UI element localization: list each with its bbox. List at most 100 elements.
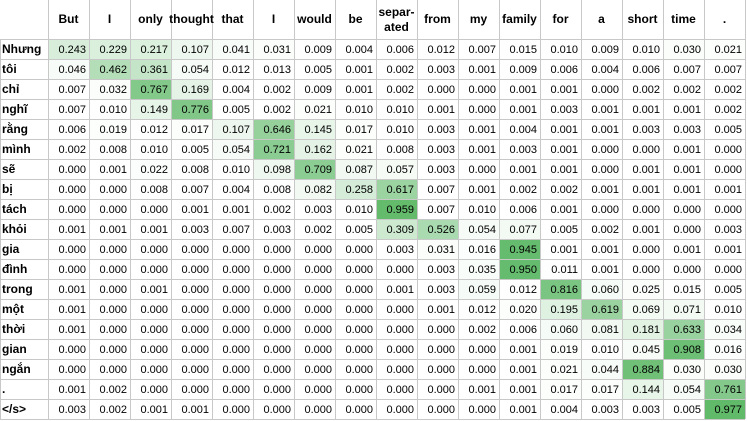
- cell-value-label: 0.000: [304, 284, 332, 296]
- heatmap-cell: [417, 239, 458, 259]
- heatmap-cell: [663, 399, 704, 419]
- cell-value-label: 0.001: [509, 344, 537, 356]
- cell-value-label: 0.003: [632, 124, 660, 136]
- cell-value-label: 0.003: [550, 104, 578, 116]
- cell-value-label: 0.005: [345, 224, 373, 236]
- heatmap-cell: [253, 319, 294, 339]
- cell-value-label: 0.001: [99, 224, 127, 236]
- cell-value-label: 0.000: [140, 304, 168, 316]
- heatmap-cell: [253, 239, 294, 259]
- column-label: for: [553, 12, 569, 26]
- cell-value-label: 0.001: [345, 64, 373, 76]
- heatmap-cell: [417, 319, 458, 339]
- cell-value-label: 0.001: [509, 84, 537, 96]
- heatmap-cell: [335, 219, 376, 239]
- cell-value-label: 0.000: [673, 204, 701, 216]
- cell-value-label: 0.000: [304, 384, 332, 396]
- cell-value-label: 0.002: [468, 324, 496, 336]
- heatmap-cell: [130, 159, 171, 179]
- column-label: separ-ated: [378, 5, 414, 34]
- cell-value-label: 0.007: [673, 64, 701, 76]
- cell-value-label: 0.000: [304, 244, 332, 256]
- cell-value-label: 0.000: [632, 144, 660, 156]
- cell-value-label: 0.087: [345, 164, 373, 176]
- heatmap-cell: [663, 139, 704, 159]
- heatmap-cell: [581, 79, 622, 99]
- cell-value-label: 0.000: [632, 244, 660, 256]
- heatmap-cell: [540, 319, 581, 339]
- cell-value-label: 0.021: [345, 144, 373, 156]
- cell-value-label: 0.060: [550, 324, 578, 336]
- cell-value-label: 0.001: [550, 204, 578, 216]
- cell-value-label: 0.309: [386, 224, 414, 236]
- cell-value-label: 0.000: [263, 264, 291, 276]
- heatmap-cell: [130, 319, 171, 339]
- cell-value-label: 0.884: [632, 364, 660, 376]
- heatmap-cell: [294, 359, 335, 379]
- heatmap-cell: [458, 39, 499, 59]
- heatmap-cell: [294, 319, 335, 339]
- heatmap-cell: [663, 179, 704, 199]
- heatmap-cell: [458, 379, 499, 399]
- cell-value-label: 0.021: [304, 104, 332, 116]
- heatmap-cell: [499, 279, 540, 299]
- cell-value-label: 0.000: [222, 364, 250, 376]
- cell-value-label: 0.000: [181, 264, 209, 276]
- cell-value-label: 0.001: [673, 144, 701, 156]
- heatmap-cell: [89, 319, 130, 339]
- heatmap-cell: [417, 259, 458, 279]
- cell-value-label: 0.000: [181, 304, 209, 316]
- heatmap-cell: [48, 159, 89, 179]
- heatmap-cell: [663, 159, 704, 179]
- row-label: ngắn: [2, 361, 31, 376]
- heatmap-cell: [622, 339, 663, 359]
- cell-value-label: 0.054: [222, 144, 250, 156]
- heatmap-cell: [294, 219, 335, 239]
- heatmap-cell: [212, 59, 253, 79]
- cell-value-label: 0.001: [468, 64, 496, 76]
- cell-value-label: 0.776: [181, 104, 209, 116]
- cell-value-label: 0.709: [304, 164, 332, 176]
- cell-value-label: 0.030: [673, 364, 701, 376]
- heatmap-cell: [458, 139, 499, 159]
- heatmap-cell: [212, 219, 253, 239]
- cell-value-label: 0.000: [714, 204, 742, 216]
- column-label: .: [723, 12, 726, 26]
- heatmap-cell: [130, 299, 171, 319]
- heatmap-cell: [212, 199, 253, 219]
- heatmap-cell: [499, 299, 540, 319]
- cell-value-label: 0.002: [550, 184, 578, 196]
- heatmap-cell: [376, 359, 417, 379]
- heatmap-cell: [540, 359, 581, 379]
- cell-value-label: 0.000: [714, 264, 742, 276]
- cell-value-label: 0.007: [181, 184, 209, 196]
- cell-value-label: 0.010: [591, 344, 619, 356]
- cell-value-label: 0.045: [632, 344, 660, 356]
- cell-value-label: 0.007: [714, 64, 742, 76]
- cell-value-label: 0.001: [58, 384, 86, 396]
- heatmap-cell: [48, 59, 89, 79]
- cell-value-label: 0.001: [140, 224, 168, 236]
- cell-value-label: 0.001: [673, 164, 701, 176]
- heatmap-cell: [294, 99, 335, 119]
- heatmap-cell: [335, 159, 376, 179]
- column-label: my: [470, 12, 488, 26]
- cell-value-label: 0.069: [632, 304, 660, 316]
- heatmap-cell: [540, 199, 581, 219]
- cell-value-label: 0.000: [99, 324, 127, 336]
- cell-value-label: 0.059: [468, 284, 496, 296]
- cell-value-label: 0.012: [468, 304, 496, 316]
- heatmap-cell: [171, 399, 212, 419]
- heatmap-cell: [253, 359, 294, 379]
- cell-value-label: 0.021: [714, 44, 742, 56]
- cell-value-label: 0.002: [99, 384, 127, 396]
- heatmap-cell: [294, 379, 335, 399]
- heatmap-cell: [499, 119, 540, 139]
- heatmap-cell: [171, 379, 212, 399]
- cell-value-label: 0.001: [550, 164, 578, 176]
- heatmap-cell: [335, 379, 376, 399]
- heatmap-cell: [294, 239, 335, 259]
- heatmap-cell: [581, 239, 622, 259]
- heatmap-cell: [540, 259, 581, 279]
- heatmap-cell: [130, 399, 171, 419]
